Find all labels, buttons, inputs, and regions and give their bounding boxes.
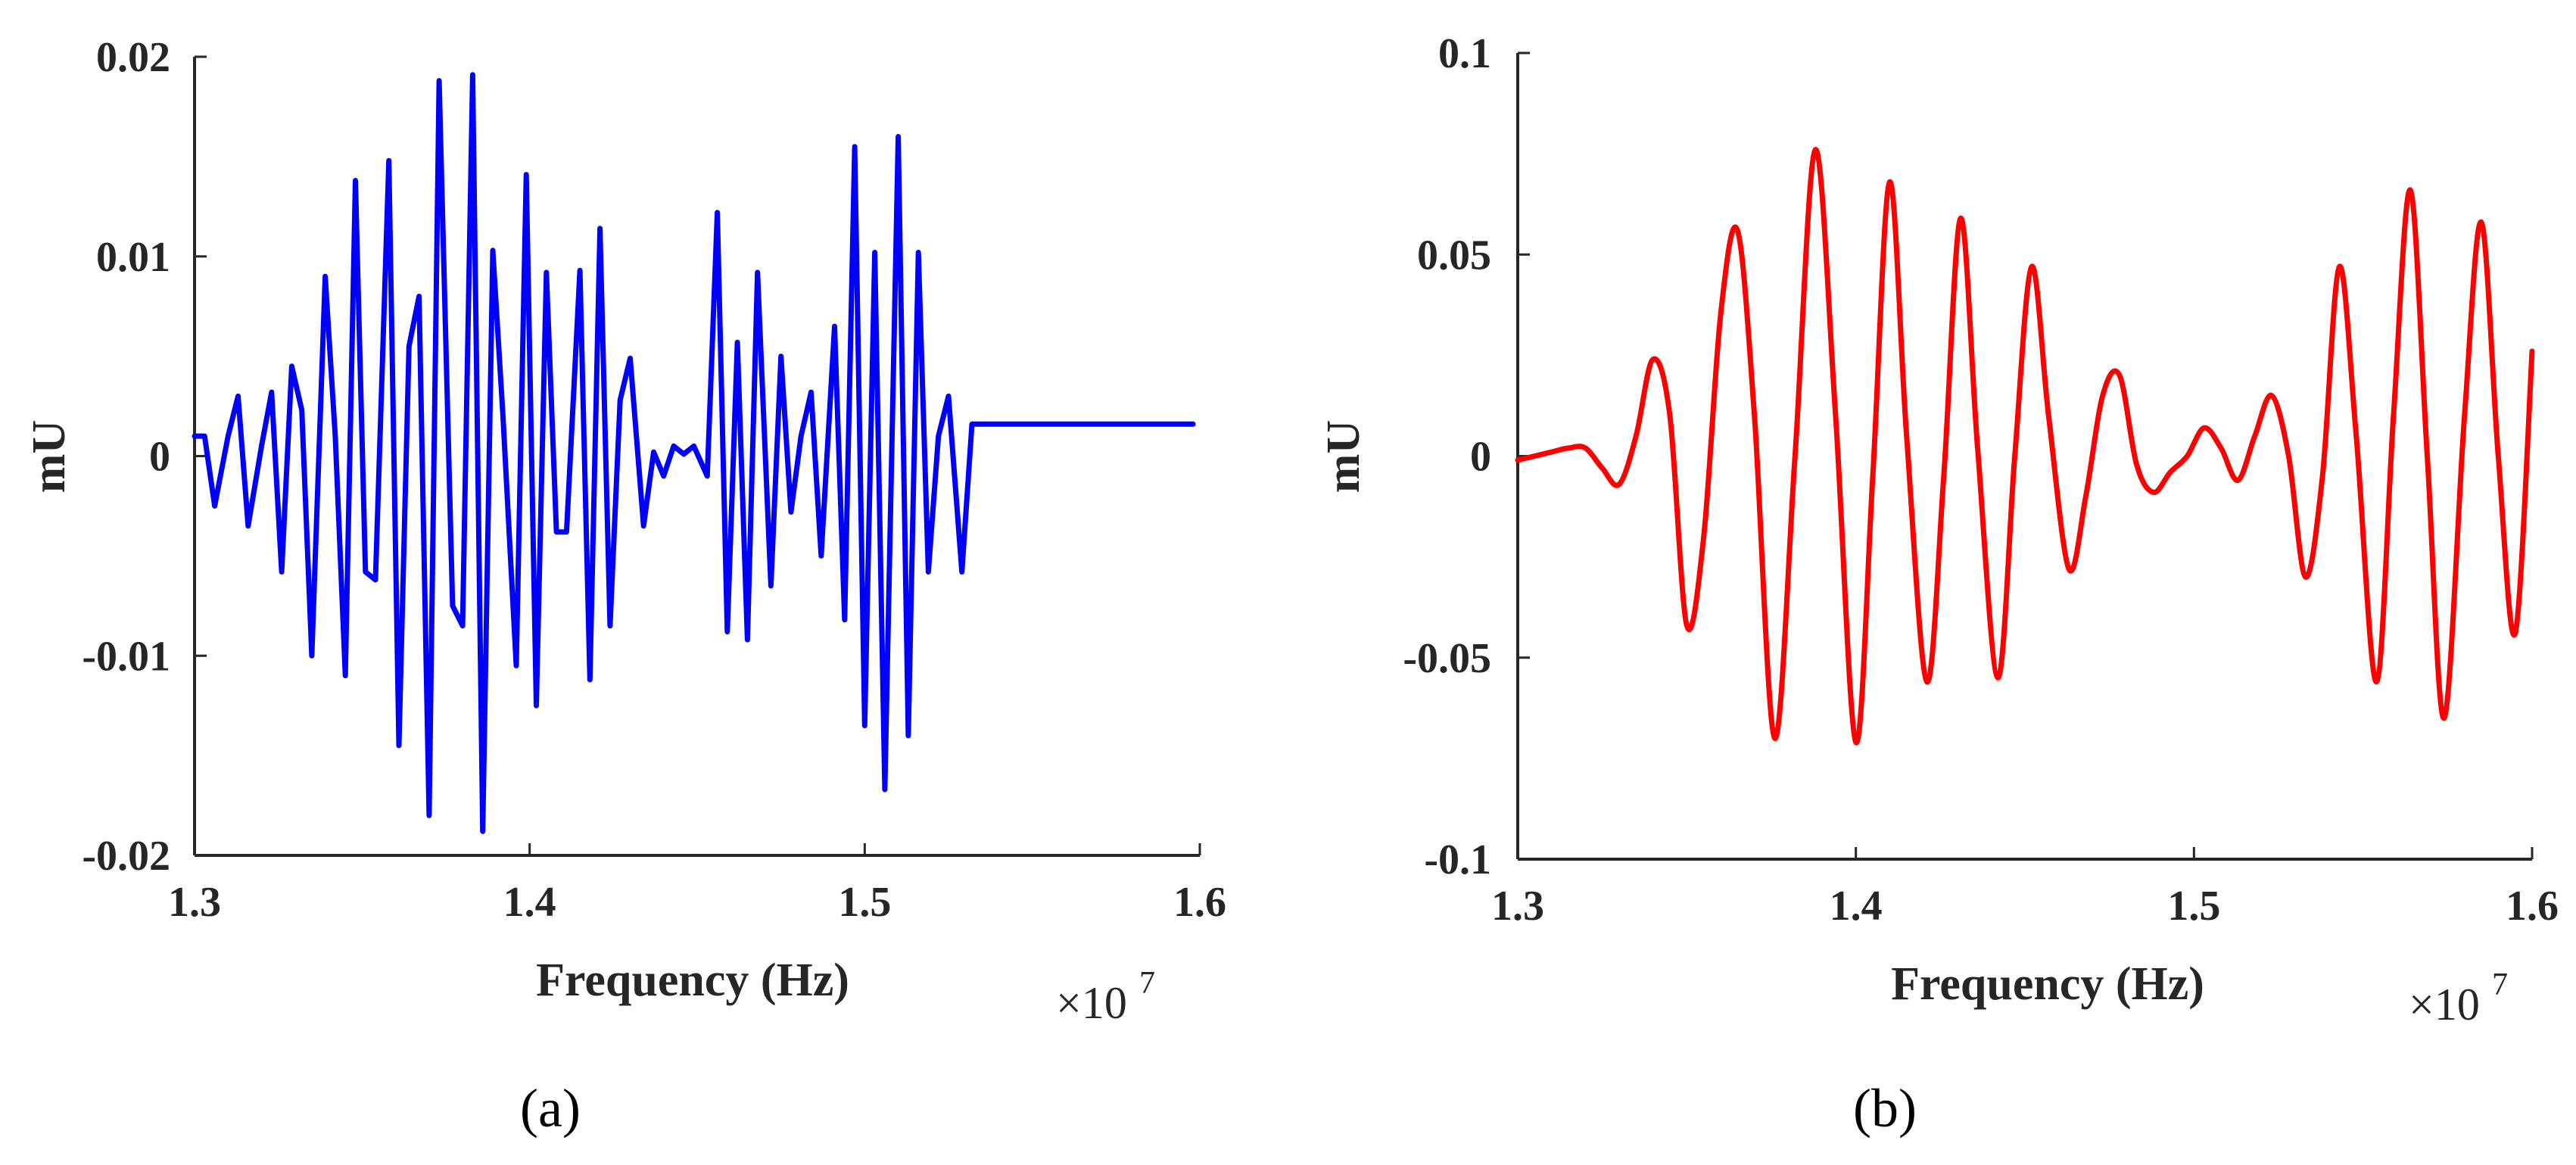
x-tick-label: 1.6: [2506, 883, 2559, 930]
y-tick-label: 0.02: [96, 34, 170, 81]
x-tick-label: 1.4: [1830, 883, 1883, 930]
x-tick-labels-a: 1.3 1.4 1.5 1.6: [168, 879, 1226, 926]
x-axis-title-a: Frequency (Hz): [536, 955, 849, 1006]
x-tick-label: 1.5: [838, 879, 891, 926]
y-tick-label: 0: [149, 434, 170, 481]
axes-a: [193, 55, 1201, 857]
y-tick-label: 0.01: [96, 234, 170, 281]
series-line: [1515, 147, 2535, 746]
chart-panel-a: 0.02 0.01 0 -0.01 -0.02 1.3 1.4 1.5 1.6 Frequen…: [23, 34, 1226, 1139]
x-multiplier-b: ×10: [2409, 980, 2480, 1029]
y-tick-label: -0.01: [82, 633, 170, 680]
x-tick-label: 1.5: [2167, 883, 2220, 930]
panel-label-b: (b): [1853, 1078, 1917, 1139]
x-tick-label: 1.4: [503, 879, 556, 926]
x-tick-labels-b: 1.3 1.4 1.5 1.6: [1491, 883, 2559, 930]
series-line: [192, 72, 1196, 834]
chart-panel-b: 0.1 0.05 0 -0.05 -0.1 1.3 1.4 1.5 1.6 Frequency…: [1318, 30, 2559, 1139]
y-tick-labels-a: 0.02 0.01 0 -0.01 -0.02: [82, 34, 170, 880]
y-tick-label: -0.02: [82, 833, 170, 880]
axes-b: [1516, 51, 2534, 861]
series-a: [192, 72, 1196, 834]
y-tick-labels-b: 0.1 0.05 0 -0.05 -0.1: [1403, 30, 1491, 883]
y-tick-label: -0.05: [1403, 635, 1491, 682]
y-axis-title-b: mU: [1318, 420, 1369, 493]
y-axis-title-a: mU: [23, 420, 75, 493]
x-multiplier-exponent-b: 7: [2492, 967, 2508, 1002]
x-multiplier-exponent-a: 7: [1139, 966, 1155, 1001]
x-tick-label: 1.3: [168, 879, 221, 926]
x-tick-label: 1.3: [1491, 883, 1544, 930]
series-b: [1515, 147, 2535, 746]
panel-label-a: (a): [520, 1078, 581, 1139]
y-tick-label: 0.1: [1438, 30, 1491, 77]
x-axis-title-b: Frequency (Hz): [1891, 958, 2204, 1010]
y-tick-label: -0.1: [1424, 836, 1491, 883]
x-multiplier-a: ×10: [1056, 978, 1127, 1028]
x-tick-label: 1.6: [1173, 879, 1226, 926]
y-tick-label: 0: [1470, 434, 1491, 481]
y-tick-label: 0.05: [1417, 232, 1491, 279]
